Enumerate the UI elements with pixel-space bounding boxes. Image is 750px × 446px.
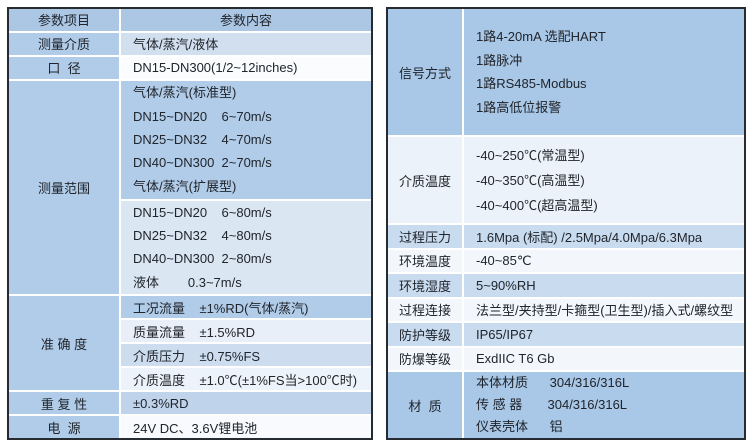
range-line: DN25~DN32 4~70m/s (133, 131, 272, 147)
value-diameter: DN15-DN300(1/2~12inches) (121, 56, 371, 79)
range-line: 气体/蒸汽(扩展型) (133, 178, 237, 194)
value-accuracy-flow: 工况流量 ±1%RD(气体/蒸汽) (121, 296, 371, 319)
value-material-block: 本体材质 304/316/316L 传 感 器 304/316/316L 仪表壳… (464, 372, 744, 438)
label-diameter: 口 径 (9, 56, 119, 79)
range-line: 气体/蒸汽(标准型) (133, 85, 237, 101)
value-process-pressure: 1.6Mpa (标配) /2.5Mpa/4.0Mpa/6.3Mpa (464, 225, 744, 248)
medium-temp-line: -40~400℃(超高温型) (476, 197, 598, 213)
left-parameters-table: 参数项目 参数内容 测量介质 气体/蒸汽/液体 口 径 DN15-DN300(1… (7, 7, 373, 440)
label-measuring-medium: 测量介质 (9, 32, 119, 55)
label-explosion-proof-rating: 防爆等级 (388, 347, 462, 370)
value-repeatability: ±0.3%RD (121, 392, 371, 415)
value-accuracy-temperature: 介质温度 ±1.0℃(±1%FS当>100℃时) (121, 368, 371, 391)
range-line: DN40~DN300 2~70m/s (133, 155, 272, 171)
label-repeatability: 重 复 性 (9, 392, 119, 415)
signal-line: 1路RS485-Modbus (476, 76, 587, 91)
label-process-pressure: 过程压力 (388, 225, 462, 248)
value-explosion-proof-rating: ExdIIC T6 Gb (464, 347, 744, 370)
signal-line: 1路4-20mA 选配HART (476, 29, 606, 44)
value-power: 24V DC、3.6V锂电池 (121, 416, 371, 438)
header-param-item: 参数项目 (9, 9, 119, 31)
material-line: 仪表壳体 铝 (476, 419, 563, 434)
label-signal-mode: 信号方式 (388, 9, 462, 135)
label-process-connection: 过程连接 (388, 298, 462, 321)
range-line: DN25~DN32 4~80m/s (133, 228, 272, 244)
label-measuring-range: 测量范围 (9, 80, 119, 295)
medium-temp-line: -40~250℃(常温型) (476, 147, 585, 163)
label-ambient-temperature: 环境温度 (388, 249, 462, 272)
header-param-content: 参数内容 (121, 9, 371, 31)
label-power: 电 源 (9, 416, 119, 438)
value-process-connection: 法兰型/夹持型/卡箍型(卫生型)/插入式/螺纹型 (464, 298, 744, 321)
range-line: DN15~DN20 6~70m/s (133, 108, 272, 124)
label-medium-temperature: 介质温度 (388, 137, 462, 223)
value-measuring-medium: 气体/蒸汽/液体 (121, 32, 371, 55)
material-line: 本体材质 304/316/316L (476, 375, 630, 390)
label-ambient-humidity: 环境湿度 (388, 274, 462, 297)
value-protection-rating: IP65/IP67 (464, 323, 744, 346)
range-line: DN40~DN300 2~80m/s (133, 251, 272, 267)
label-material: 材 质 (388, 372, 462, 438)
value-medium-temperature-block: -40~250℃(常温型) -40~350℃(高温型) -40~400℃(超高温… (464, 137, 744, 223)
value-signal-mode-block: 1路4-20mA 选配HART 1路脉冲 1路RS485-Modbus 1路高低… (464, 9, 744, 135)
signal-line: 1路脉冲 (476, 52, 523, 68)
medium-temp-line: -40~350℃(高温型) (476, 172, 585, 188)
value-range-standard-block: 气体/蒸汽(标准型) DN15~DN20 6~70m/s DN25~DN32 4… (121, 80, 371, 199)
value-range-extended-block: DN15~DN20 6~80m/s DN25~DN32 4~80m/s DN40… (121, 200, 371, 295)
signal-line: 1路高低位报警 (476, 99, 562, 115)
material-line: 传 感 器 304/316/316L (476, 397, 628, 412)
value-accuracy-mass: 质量流量 ±1.5%RD (121, 320, 371, 343)
value-ambient-temperature: -40~85℃ (464, 249, 744, 272)
label-accuracy: 准 确 度 (9, 296, 119, 391)
range-line: DN15~DN20 6~80m/s (133, 204, 272, 220)
range-line: 液体 0.3~7m/s (133, 274, 242, 290)
value-accuracy-pressure: 介质压力 ±0.75%FS (121, 344, 371, 367)
right-parameters-table: 信号方式 1路4-20mA 选配HART 1路脉冲 1路RS485-Modbus… (386, 7, 746, 440)
value-ambient-humidity: 5~90%RH (464, 274, 744, 297)
label-protection-rating: 防护等级 (388, 323, 462, 346)
